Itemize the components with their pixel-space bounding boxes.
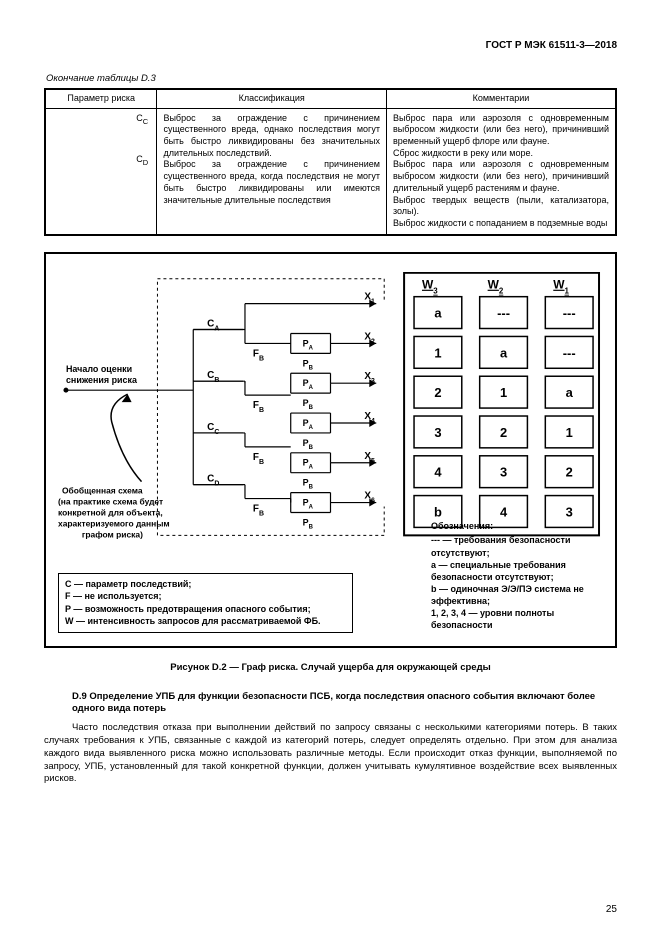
section-body: Часто последствия отказа при выполнении … bbox=[44, 722, 617, 786]
svg-text:W2: W2 bbox=[488, 277, 504, 295]
sym-cd: CD bbox=[136, 154, 150, 168]
svg-text:W3: W3 bbox=[422, 277, 438, 295]
legend-right-item: 1, 2, 3, 4 — уровни полноты безопасности bbox=[431, 607, 601, 631]
table-caption: Окончание таблицы D.3 bbox=[46, 73, 617, 84]
legend-right-item: b — одиночная Э/Э/ПЭ система не эффектив… bbox=[431, 583, 601, 607]
svg-text:3: 3 bbox=[434, 424, 441, 439]
legend-bottom: С — параметр последствий; F — не использ… bbox=[58, 573, 353, 633]
cell-comments: Выброс пара или аэрозоля с одновременным… bbox=[386, 108, 616, 234]
svg-text:4: 4 bbox=[500, 504, 508, 519]
svg-text:1: 1 bbox=[434, 345, 441, 360]
svg-text:3: 3 bbox=[566, 504, 573, 519]
legend-line: P — возможность предотвращения опасного … bbox=[65, 603, 346, 616]
legend-right-item: a — специальные требования безопасности … bbox=[431, 559, 601, 583]
svg-text:конкретной для объекта,: конкретной для объекта, bbox=[58, 507, 163, 517]
svg-text:характеризуемого данным: характеризуемого данным bbox=[58, 518, 170, 528]
svg-text:2: 2 bbox=[434, 385, 441, 400]
figure-caption: Рисунок D.2 — Граф риска. Случай ущерба … bbox=[44, 662, 617, 673]
cell-classification: Выброс за ограждение с причинением сущес… bbox=[157, 108, 387, 234]
section-title: D.9 Определение УПБ для функции безопасн… bbox=[72, 691, 617, 717]
svg-text:2: 2 bbox=[500, 424, 507, 439]
svg-text:---: --- bbox=[563, 345, 576, 360]
svg-text:Обобщенная схема: Обобщенная схема bbox=[62, 485, 143, 495]
document-code: ГОСТ Р МЭК 61511-3—2018 bbox=[44, 40, 617, 51]
svg-text:1: 1 bbox=[566, 424, 573, 439]
svg-text:1: 1 bbox=[500, 385, 507, 400]
col-header-class: Классификация bbox=[157, 89, 387, 108]
svg-text:2: 2 bbox=[566, 464, 573, 479]
risk-table: Параметр риска Классификация Комментарии… bbox=[44, 88, 617, 236]
legend-line: С — параметр последствий; bbox=[65, 578, 346, 591]
svg-text:b: b bbox=[434, 504, 442, 519]
svg-text:4: 4 bbox=[434, 464, 442, 479]
figure-box: Начало оценки снижения риска Обобщенная … bbox=[44, 252, 617, 648]
svg-text:W1: W1 bbox=[553, 277, 569, 295]
sym-cc: CC bbox=[136, 113, 150, 127]
page-root: ГОСТ Р МЭК 61511-3—2018 Окончание таблиц… bbox=[0, 0, 661, 935]
svg-text:a: a bbox=[500, 345, 508, 360]
svg-text:a: a bbox=[434, 305, 442, 320]
legend-right-item: --- — требования безопасности отсутствую… bbox=[431, 534, 601, 558]
svg-text:---: --- bbox=[563, 305, 576, 320]
svg-text:(на практике схема будет: (на практике схема будет bbox=[58, 496, 163, 506]
col-header-comment: Комментарии bbox=[386, 89, 616, 108]
legend-right: Обозначения: --- — требования безопаснос… bbox=[431, 520, 601, 631]
svg-text:графом риска): графом риска) bbox=[82, 529, 143, 539]
svg-text:3: 3 bbox=[500, 464, 507, 479]
page-number: 25 bbox=[606, 904, 617, 915]
svg-text:---: --- bbox=[497, 305, 510, 320]
legend-right-header: Обозначения: bbox=[431, 520, 601, 532]
svg-text:снижения риска: снижения риска bbox=[66, 375, 138, 385]
legend-line: F — не используется; bbox=[65, 590, 346, 603]
svg-text:PB: PB bbox=[303, 517, 314, 530]
svg-text:Начало оценки: Начало оценки bbox=[66, 364, 132, 374]
col-header-param: Параметр риска bbox=[45, 89, 157, 108]
svg-text:a: a bbox=[566, 385, 574, 400]
legend-line: W — интенсивность запросов для рассматри… bbox=[65, 615, 346, 628]
